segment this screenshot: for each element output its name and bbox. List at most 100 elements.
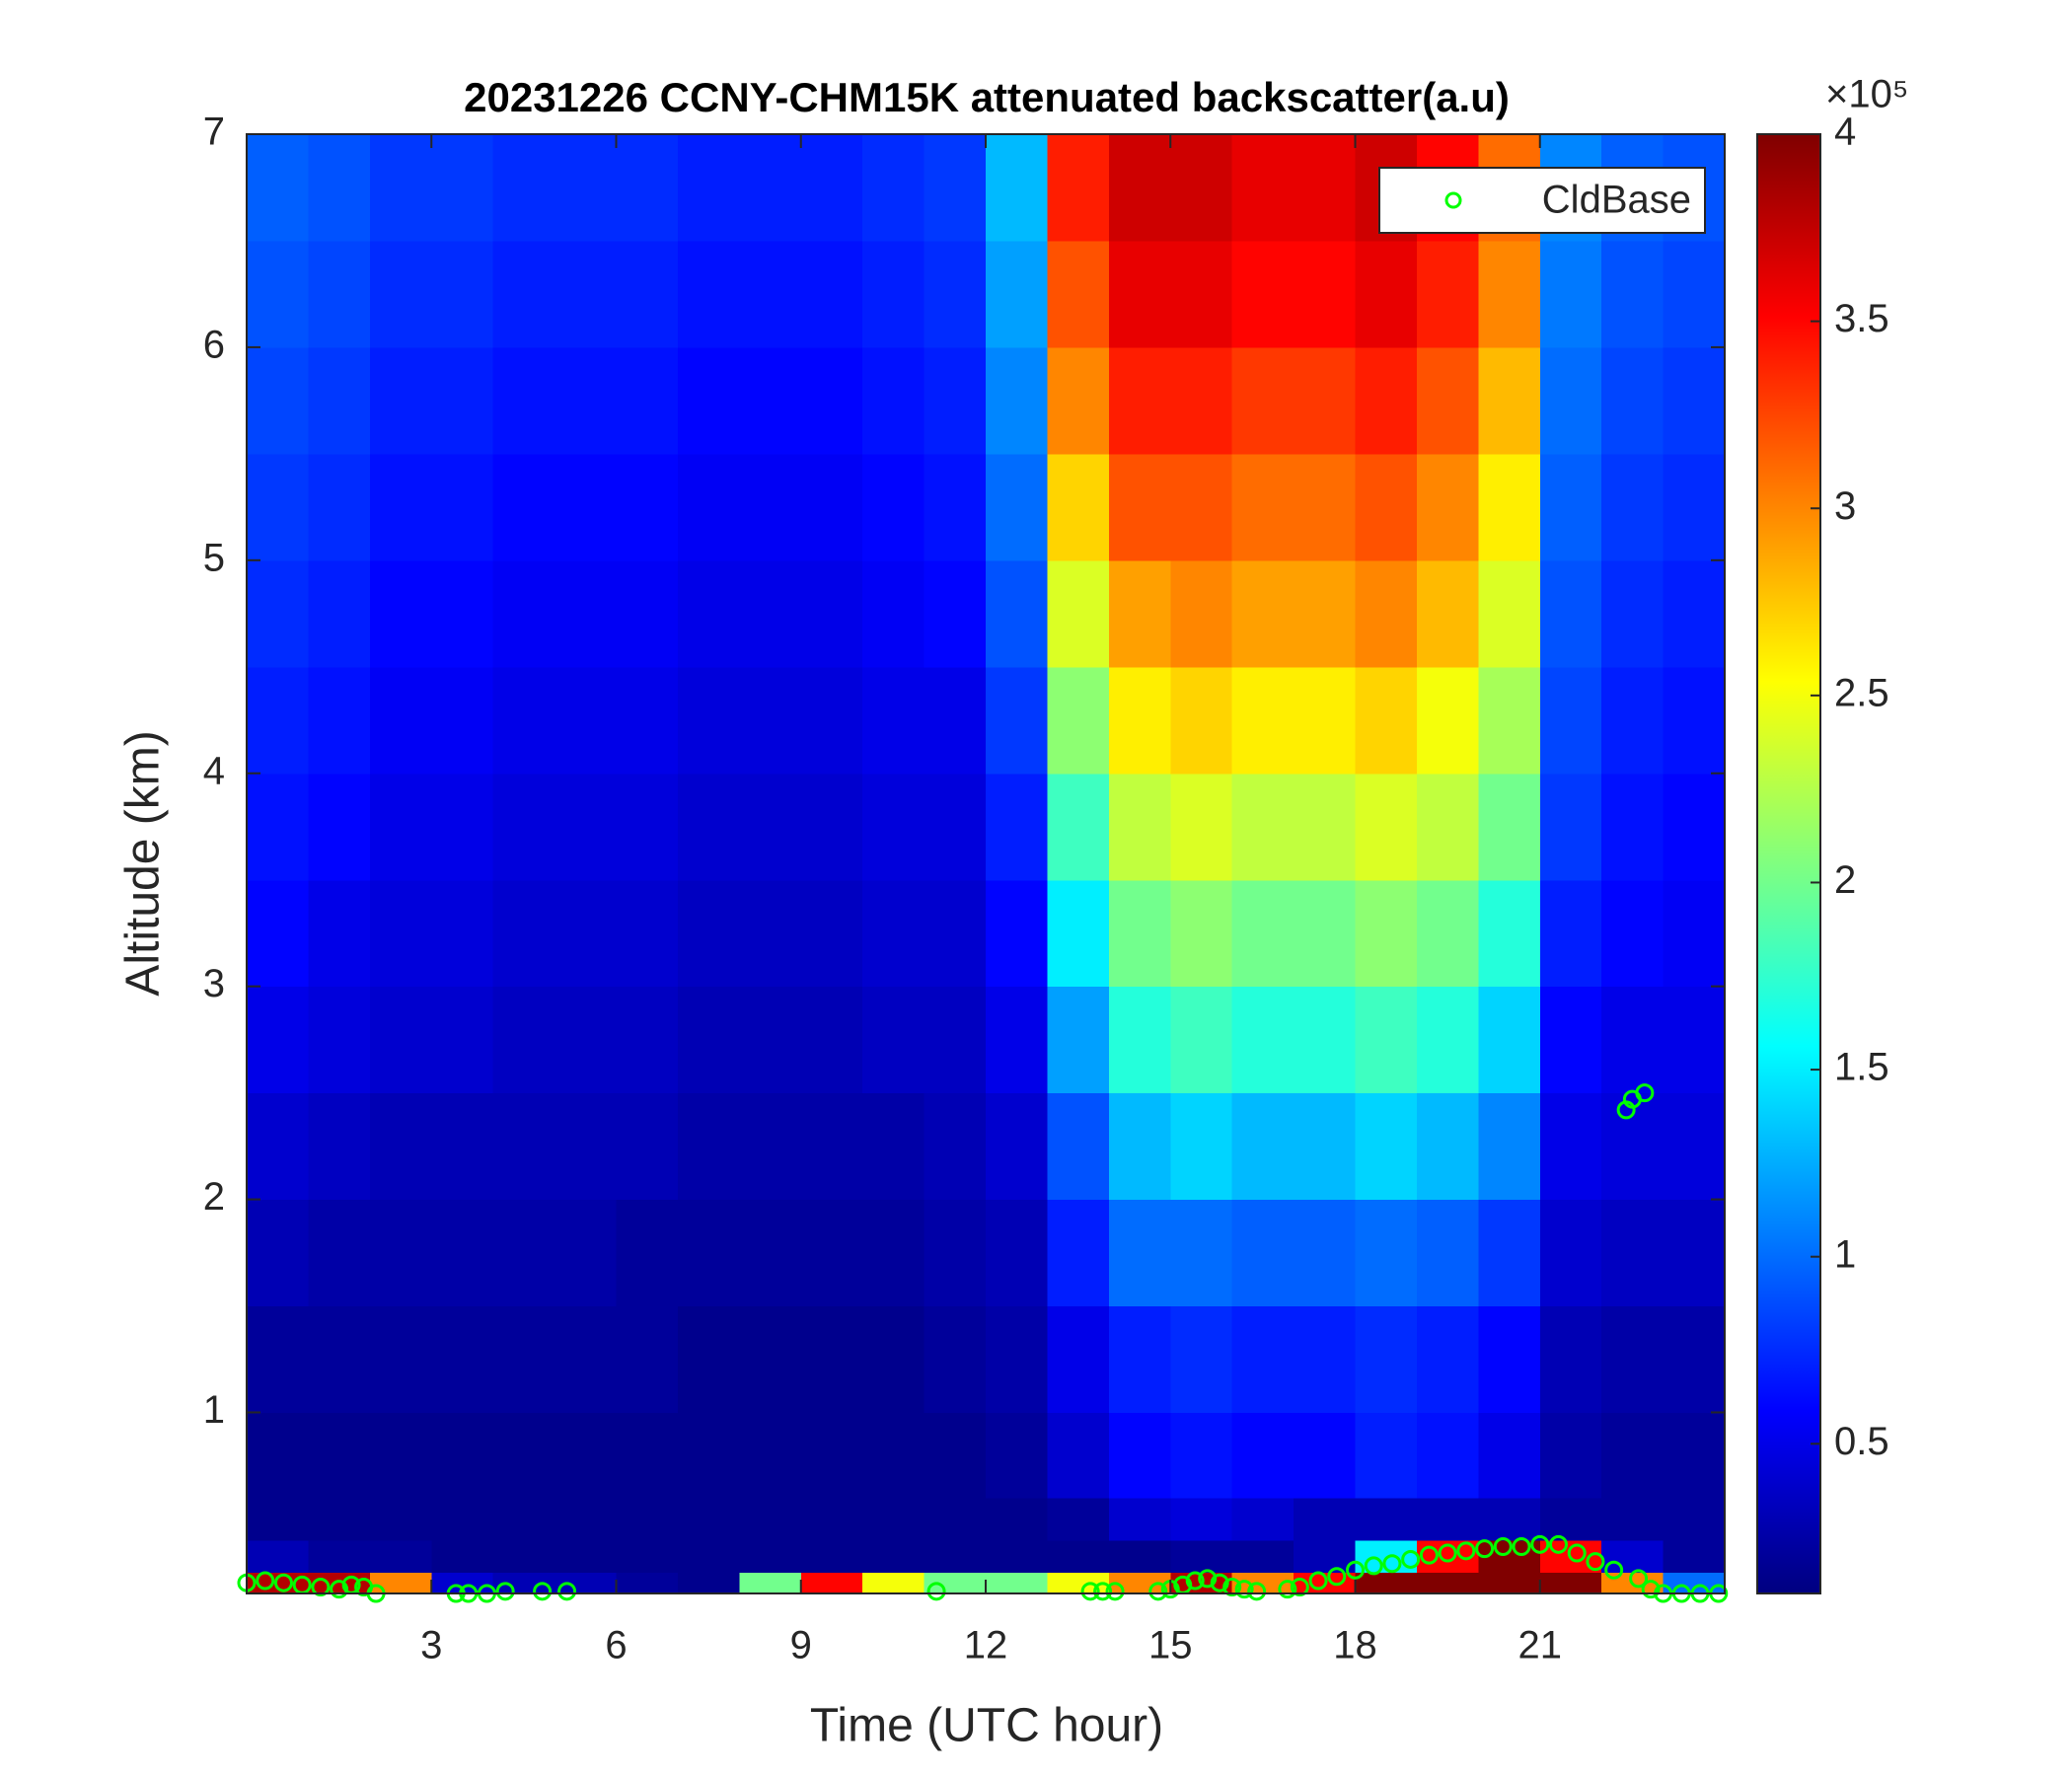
heatmap-cell — [1601, 986, 1665, 1094]
heatmap-cell — [862, 453, 925, 561]
heatmap-cell — [555, 1305, 618, 1414]
heatmap-cell — [1355, 1572, 1418, 1594]
heatmap-cell — [1108, 1497, 1171, 1541]
heatmap-cell — [1663, 1540, 1726, 1574]
heatmap-cell — [1231, 453, 1295, 561]
heatmap-cell — [1294, 1199, 1357, 1307]
heatmap-cell — [555, 879, 618, 988]
cloud-base-point — [1438, 1543, 1457, 1563]
heatmap-cell — [986, 773, 1049, 881]
heatmap-cell — [1416, 346, 1479, 455]
cloud-base-point — [1210, 1573, 1229, 1592]
cloud-base-point — [1222, 1578, 1242, 1597]
heatmap-cell — [1047, 559, 1110, 668]
heatmap-cell — [1663, 986, 1726, 1094]
heatmap-cell — [1170, 453, 1233, 561]
heatmap-cell — [1231, 986, 1295, 1094]
heatmap-cell — [555, 1092, 618, 1201]
cloud-base-point — [1586, 1552, 1605, 1572]
heatmap-cell — [1170, 134, 1233, 242]
heatmap-cell — [492, 879, 555, 988]
heatmap-cell — [924, 773, 987, 881]
heatmap-cell — [739, 986, 802, 1094]
heatmap-cell — [1108, 1305, 1171, 1414]
heatmap-cell — [1663, 1572, 1726, 1594]
heatmap-cell — [431, 879, 494, 988]
heatmap-cell — [1416, 666, 1479, 775]
heatmap-cell — [1478, 1412, 1541, 1499]
heatmap-cell — [369, 1572, 432, 1594]
cloud-base-point — [330, 1580, 349, 1599]
heatmap-cell — [555, 1199, 618, 1307]
heatmap-cell — [308, 1305, 371, 1414]
heatmap-cell — [800, 1572, 863, 1594]
heatmap-cell — [1416, 1305, 1479, 1414]
heatmap-cell — [986, 346, 1049, 455]
heatmap-cell — [677, 666, 740, 775]
heatmap-cell — [555, 1412, 618, 1499]
heatmap-cell — [1539, 1092, 1602, 1201]
heatmap-cell — [862, 1540, 925, 1574]
heatmap-cell — [1478, 453, 1541, 561]
heatmap-cell — [1231, 1497, 1295, 1541]
cloud-base-point — [1382, 1554, 1402, 1574]
heatmap-cell — [369, 134, 432, 242]
heatmap-cell — [1355, 986, 1418, 1094]
heatmap-cell — [616, 453, 679, 561]
heatmap-cell — [616, 1305, 679, 1414]
heatmap-cell — [1601, 453, 1665, 561]
heatmap-cell — [1294, 1305, 1357, 1414]
heatmap-cell — [924, 559, 987, 668]
heatmap-cell — [739, 1540, 802, 1574]
heatmap-cell — [677, 559, 740, 668]
heatmap-cell — [1170, 986, 1233, 1094]
heatmap-cell — [1108, 666, 1171, 775]
heatmap-cell — [800, 1540, 863, 1574]
cloud-base-point — [1080, 1582, 1100, 1601]
heatmap-cell — [1108, 1412, 1171, 1499]
heatmap-cell — [308, 773, 371, 881]
heatmap-cell — [1108, 1092, 1171, 1201]
heatmap-cell — [616, 240, 679, 348]
heatmap-cell — [924, 1497, 987, 1541]
heatmap-cell — [1294, 453, 1357, 561]
heatmap-cell — [492, 1199, 555, 1307]
heatmap-cell — [431, 1497, 494, 1541]
heatmap-cell — [862, 559, 925, 668]
heatmap-cell — [247, 559, 310, 668]
heatmap-cell — [1170, 559, 1233, 668]
heatmap-cell — [247, 879, 310, 988]
heatmap-cell — [924, 1199, 987, 1307]
heatmap-cell — [431, 1305, 494, 1414]
heatmap-cell — [677, 1305, 740, 1414]
heatmap-cell — [1478, 879, 1541, 988]
heatmap-cell — [1416, 879, 1479, 988]
colorbar-tick-label: 1 — [1834, 1232, 1856, 1276]
y-tick-label: 3 — [203, 962, 225, 1005]
heatmap-cell — [986, 453, 1049, 561]
heatmap-cell — [862, 773, 925, 881]
heatmap-cell — [1663, 773, 1726, 881]
heatmap-cell — [862, 879, 925, 988]
heatmap-cell — [986, 1092, 1049, 1201]
heatmap-cell — [986, 666, 1049, 775]
heatmap-cell — [1478, 1572, 1541, 1594]
cloud-base-point — [1629, 1569, 1649, 1589]
heatmap-cell — [1478, 986, 1541, 1094]
y-tick-label: 5 — [203, 536, 225, 579]
heatmap-cell — [1539, 666, 1602, 775]
heatmap-cell — [924, 879, 987, 988]
heatmap-cell — [1663, 1412, 1726, 1499]
heatmap-cell — [1231, 134, 1295, 242]
heatmap-cell — [986, 1305, 1049, 1414]
heatmap-cell — [431, 1540, 494, 1574]
heatmap-cell — [1478, 1199, 1541, 1307]
heatmap-cell — [1231, 666, 1295, 775]
heatmap-cell — [1108, 879, 1171, 988]
heatmap-cell — [247, 773, 310, 881]
cloud-base-point — [1401, 1549, 1421, 1569]
heatmap-cell — [1601, 1199, 1665, 1307]
heatmap-cell — [369, 1199, 432, 1307]
heatmap-cell — [1170, 1305, 1233, 1414]
heatmap-cell — [369, 879, 432, 988]
